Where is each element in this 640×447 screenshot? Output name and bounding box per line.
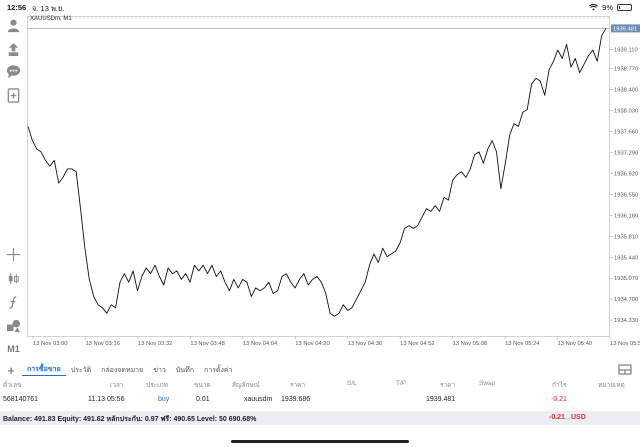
timeframe-label[interactable]: M1 xyxy=(7,343,20,354)
row-size: 0.01 xyxy=(196,396,210,403)
layout-icon[interactable] xyxy=(618,364,632,375)
balance-text: Balance: 491.83 Equity: 491.62 หลักประกั… xyxy=(3,416,257,423)
table-row[interactable]: 568140761 11.13 05:56 buy 0.01 xauusdm 1… xyxy=(0,396,640,410)
x-tick-label: 13 Nov 05:40 xyxy=(558,341,592,347)
add-tab-icon[interactable]: + xyxy=(7,362,15,378)
tab-settings[interactable]: การตั้งค่า xyxy=(203,366,233,374)
y-tick-label: 1936.920 xyxy=(614,171,638,177)
trade-icon[interactable] xyxy=(5,41,22,58)
price-chart[interactable]: 1939.110 1938.770 1938.400 1938.030 1937.660… xyxy=(27,14,640,359)
header-price: ราคา xyxy=(290,382,306,389)
x-tick-label: 13 Nov 04:52 xyxy=(400,341,434,347)
tab-news[interactable]: ข่าว xyxy=(153,366,166,374)
x-tick-label: 13 Nov 03:48 xyxy=(190,341,224,347)
x-tick-label: 13 Nov 04:20 xyxy=(295,341,329,347)
chat-icon[interactable] xyxy=(5,63,22,80)
objects-icon[interactable] xyxy=(5,317,22,334)
y-tick-label: 1935.440 xyxy=(614,255,638,261)
status-date: จ. 13 พ.ย. xyxy=(32,4,65,13)
balance-bar: Balance: 491.83 Equity: 491.62 หลักประกั… xyxy=(0,411,640,425)
y-tick-label: 1936.180 xyxy=(614,213,638,219)
row-open-price: 1939.686 xyxy=(281,396,311,403)
positions-header: ตั๋วเลข เวลา ประเภท ขนาด สัญลักษณ์ ราคา … xyxy=(0,380,640,392)
add-chart-icon[interactable] xyxy=(5,87,22,104)
y-tick-label: 1937.290 xyxy=(614,150,638,156)
y-tick-label: 1934.330 xyxy=(614,318,638,324)
symbol-title: XAUUSDm, M1 xyxy=(30,16,72,22)
y-tick-label: 1938.030 xyxy=(614,109,638,115)
x-tick-label: 13 Nov 03:00 xyxy=(33,341,67,347)
header-tp: T/P xyxy=(396,380,407,387)
row-current-price: 1939.481 xyxy=(426,396,456,403)
header-type: ประเภท xyxy=(146,382,168,389)
candles-icon[interactable] xyxy=(5,270,22,287)
header-time: เวลา xyxy=(110,382,124,389)
tab-journal[interactable]: บันทึก xyxy=(175,366,194,374)
price-tag-label: 1939.481 xyxy=(613,26,637,32)
row-time: 11.13 05:56 xyxy=(88,396,125,403)
tab-trade[interactable]: การซื้อขาย xyxy=(22,364,66,376)
header-sl: S/L xyxy=(347,380,357,387)
x-tick-label: 13 Nov 04:36 xyxy=(348,341,382,347)
status-bar: 12:56 จ. 13 พ.ย. 9% xyxy=(0,0,640,14)
indicator-icon[interactable] xyxy=(5,294,22,311)
y-tick-label: 1934.700 xyxy=(614,297,638,303)
bottom-tabs: + การซื้อขาย ประวัติ กล่องจดหมาย ข่าว บั… xyxy=(0,362,640,378)
row-ticket: 568140761 xyxy=(3,396,39,403)
header-symbol: สัญลักษณ์ xyxy=(232,382,260,389)
account-icon[interactable] xyxy=(5,17,22,34)
y-tick-label: 1936.550 xyxy=(614,192,638,198)
status-time: 12:56 xyxy=(7,3,27,12)
header-ticket: ตั๋วเลข xyxy=(3,382,22,389)
x-tick-label: 13 Nov 03:16 xyxy=(85,341,119,347)
y-tick-label: 1938.770 xyxy=(614,67,638,73)
price-series-line xyxy=(27,28,607,317)
plot-frame xyxy=(27,16,610,337)
crosshair-icon[interactable] xyxy=(5,246,22,263)
row-symbol: xauusdm xyxy=(244,396,273,403)
y-tick-label: 1939.110 xyxy=(614,47,638,53)
left-toolbar: M1 xyxy=(0,14,27,357)
row-type: buy xyxy=(158,396,170,403)
tab-mailbox[interactable]: กล่องจดหมาย xyxy=(101,366,144,374)
header-swap: Swap xyxy=(479,380,496,387)
price-tag xyxy=(611,24,640,33)
y-tick-label: 1938.400 xyxy=(614,88,638,94)
y-tick-label: 1935.070 xyxy=(614,276,638,282)
header-comment: หมายเหตุ xyxy=(598,382,625,389)
x-tick-label: 13 Nov 05:08 xyxy=(453,341,487,347)
row-profit: -0.21 xyxy=(551,396,567,403)
balance-profit: -0.21 xyxy=(549,414,565,421)
header-profit: กำไร xyxy=(552,382,567,389)
header-price-current: ราคา xyxy=(440,382,456,389)
x-tick-label: 13 Nov 05:56 xyxy=(610,341,640,347)
balance-currency: USD xyxy=(571,414,586,421)
y-tick-label: 1937.660 xyxy=(614,130,638,136)
chart-canvas[interactable]: 1939.110 1938.770 1938.400 1938.030 1937.660… xyxy=(27,14,640,359)
x-tick-label: 13 Nov 04:04 xyxy=(243,341,278,347)
y-tick-label: 1935.810 xyxy=(614,234,638,240)
battery-percent: 9% xyxy=(602,3,613,12)
home-indicator[interactable] xyxy=(231,440,409,443)
x-tick-label: 13 Nov 03:32 xyxy=(138,341,172,347)
status-right: 9% xyxy=(589,3,632,12)
tab-history[interactable]: ประวัติ xyxy=(70,366,92,374)
battery-icon xyxy=(617,4,632,11)
header-size: ขนาด xyxy=(194,382,211,389)
wifi-icon xyxy=(589,4,599,11)
x-tick-label: 13 Nov 05:24 xyxy=(505,341,540,347)
